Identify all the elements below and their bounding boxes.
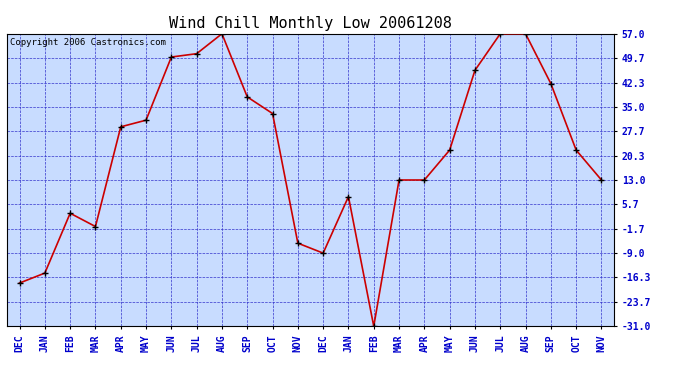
- Title: Wind Chill Monthly Low 20061208: Wind Chill Monthly Low 20061208: [169, 16, 452, 31]
- Text: Copyright 2006 Castronics.com: Copyright 2006 Castronics.com: [10, 38, 166, 47]
